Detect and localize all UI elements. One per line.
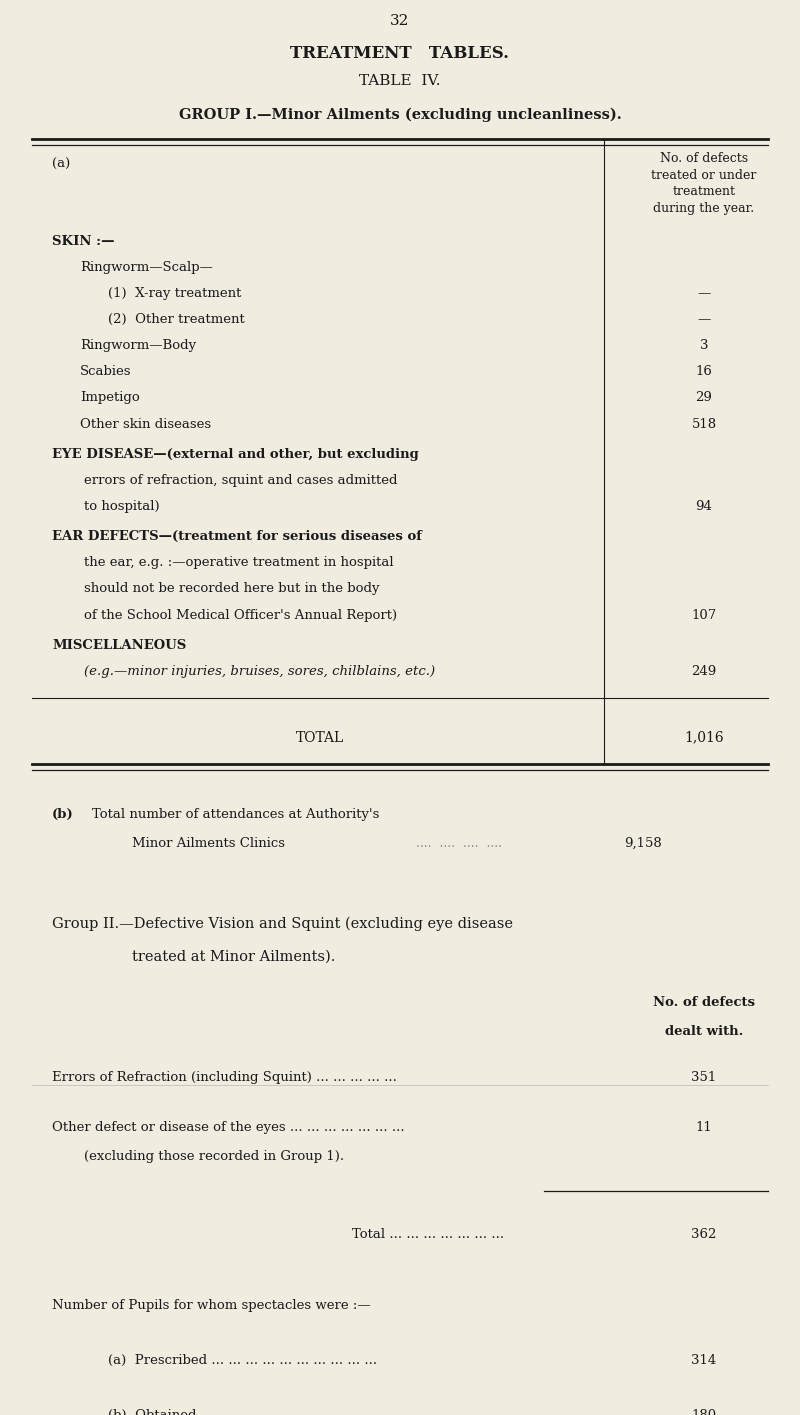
Text: 3: 3 xyxy=(700,340,708,352)
Text: (b)  Obtained ... ... ... ... ... ... ... ... ... ...: (b) Obtained ... ... ... ... ... ... ...… xyxy=(108,1409,366,1415)
Text: during the year.: during the year. xyxy=(654,202,754,215)
Text: GROUP I.—Minor Ailments (excluding uncleanliness).: GROUP I.—Minor Ailments (excluding uncle… xyxy=(178,108,622,122)
Text: 16: 16 xyxy=(695,365,713,378)
Text: the ear, e.g. :—operative treatment in hospital: the ear, e.g. :—operative treatment in h… xyxy=(84,556,394,569)
Text: should not be recorded here but in the body: should not be recorded here but in the b… xyxy=(84,583,379,596)
Text: to hospital): to hospital) xyxy=(84,499,160,514)
Text: Impetigo: Impetigo xyxy=(80,392,140,405)
Text: Other skin diseases: Other skin diseases xyxy=(80,417,211,430)
Text: (excluding those recorded in Group 1).: (excluding those recorded in Group 1). xyxy=(84,1150,344,1163)
Text: MISCELLANEOUS: MISCELLANEOUS xyxy=(52,638,186,652)
Text: (1)  X-ray treatment: (1) X-ray treatment xyxy=(108,287,242,300)
Text: Errors of Refraction (including Squint) ... ... ... ... ...: Errors of Refraction (including Squint) … xyxy=(52,1071,397,1084)
Text: Ringworm—Scalp—: Ringworm—Scalp— xyxy=(80,260,213,275)
Text: ....  ....  ....  ....: .... .... .... .... xyxy=(416,836,502,849)
Text: 314: 314 xyxy=(691,1354,717,1367)
Text: TREATMENT   TABLES.: TREATMENT TABLES. xyxy=(290,45,510,62)
Text: 32: 32 xyxy=(390,14,410,28)
Text: 11: 11 xyxy=(696,1121,712,1133)
Text: treatment: treatment xyxy=(673,185,735,198)
Text: SKIN :—: SKIN :— xyxy=(52,235,114,248)
Text: 94: 94 xyxy=(695,499,713,514)
Text: TABLE  IV.: TABLE IV. xyxy=(359,74,441,88)
Text: (a): (a) xyxy=(52,158,70,171)
Text: (2)  Other treatment: (2) Other treatment xyxy=(108,313,245,327)
Text: Minor Ailments Clinics: Minor Ailments Clinics xyxy=(132,836,285,849)
Text: 249: 249 xyxy=(691,665,717,678)
Text: errors of refraction, squint and cases admitted: errors of refraction, squint and cases a… xyxy=(84,474,398,487)
Text: (a)  Prescribed ... ... ... ... ... ... ... ... ... ...: (a) Prescribed ... ... ... ... ... ... .… xyxy=(108,1354,377,1367)
Text: treated at Minor Ailments).: treated at Minor Ailments). xyxy=(132,949,335,964)
Text: 1,016: 1,016 xyxy=(684,730,724,744)
Text: 29: 29 xyxy=(695,392,713,405)
Text: Total number of attendances at Authority's: Total number of attendances at Authority… xyxy=(92,808,379,821)
Text: Ringworm—Body: Ringworm—Body xyxy=(80,340,196,352)
Text: (b): (b) xyxy=(52,808,74,821)
Text: —: — xyxy=(698,287,710,300)
Text: treated or under: treated or under xyxy=(651,168,757,183)
Text: Other defect or disease of the eyes ... ... ... ... ... ... ...: Other defect or disease of the eyes ... … xyxy=(52,1121,405,1133)
Text: 107: 107 xyxy=(691,608,717,621)
Text: 518: 518 xyxy=(691,417,717,430)
Text: TOTAL: TOTAL xyxy=(296,730,344,744)
Text: EAR DEFECTS—(treatment for serious diseases of: EAR DEFECTS—(treatment for serious disea… xyxy=(52,531,422,543)
Text: Number of Pupils for whom spectacles were :—: Number of Pupils for whom spectacles wer… xyxy=(52,1299,370,1313)
Text: 351: 351 xyxy=(691,1071,717,1084)
Text: 180: 180 xyxy=(691,1409,717,1415)
Text: No. of defects: No. of defects xyxy=(653,996,755,1009)
Text: 9,158: 9,158 xyxy=(624,836,662,849)
Text: 362: 362 xyxy=(691,1228,717,1241)
Text: of the School Medical Officer's Annual Report): of the School Medical Officer's Annual R… xyxy=(84,608,397,621)
Text: EYE DISEASE—(external and other, but excluding: EYE DISEASE—(external and other, but exc… xyxy=(52,447,418,461)
Text: No. of defects: No. of defects xyxy=(660,153,748,166)
Text: Scabies: Scabies xyxy=(80,365,131,378)
Text: dealt with.: dealt with. xyxy=(665,1024,743,1037)
Text: Total ... ... ... ... ... ... ...: Total ... ... ... ... ... ... ... xyxy=(352,1228,504,1241)
Text: —: — xyxy=(698,313,710,327)
Text: (e.g.—minor injuries, bruises, sores, chilblains, etc.): (e.g.—minor injuries, bruises, sores, ch… xyxy=(84,665,435,678)
Text: Group II.—Defective Vision and Squint (excluding eye disease: Group II.—Defective Vision and Squint (e… xyxy=(52,917,513,931)
